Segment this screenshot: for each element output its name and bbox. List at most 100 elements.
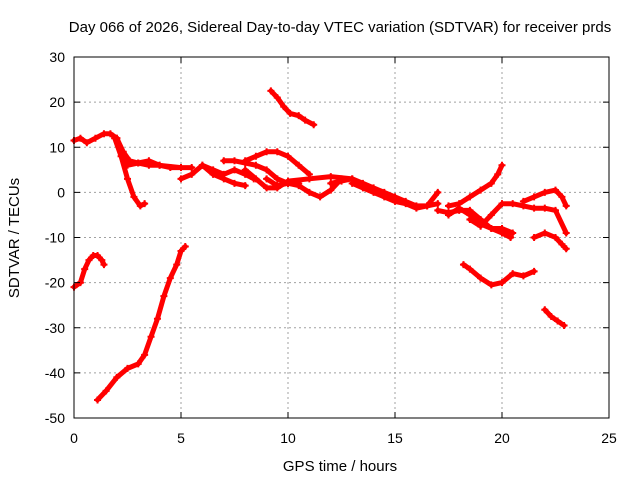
data-point <box>141 351 149 359</box>
data-point <box>487 179 495 187</box>
data-point <box>487 211 495 219</box>
data-point <box>498 224 506 232</box>
data-point <box>177 175 185 183</box>
data-point <box>252 161 260 169</box>
data-point <box>263 184 271 192</box>
data-point <box>273 94 281 102</box>
data-point <box>124 364 131 372</box>
data-point <box>177 164 185 172</box>
data-point <box>130 193 138 201</box>
data-point <box>252 152 260 160</box>
data-point <box>498 200 506 208</box>
y-tick-label: 10 <box>49 139 65 155</box>
y-tick-label: -40 <box>45 365 65 381</box>
data-point <box>305 175 313 183</box>
data-point <box>477 274 485 282</box>
data-point <box>241 166 249 174</box>
data-point <box>412 204 420 212</box>
data-point <box>348 179 356 187</box>
series-track-16 <box>446 162 505 209</box>
series-track-5-points <box>94 243 189 404</box>
data-point <box>455 204 463 212</box>
data-point <box>498 279 506 287</box>
data-point <box>98 256 106 264</box>
data-point <box>434 188 442 196</box>
data-point <box>530 193 538 201</box>
data-point <box>530 234 538 241</box>
data-point <box>338 177 345 185</box>
data-point <box>562 245 570 253</box>
data-point <box>156 161 164 169</box>
data-point <box>263 166 271 174</box>
grid <box>74 57 609 418</box>
plot-frame <box>73 56 610 419</box>
data-point <box>177 247 185 255</box>
data-point <box>280 103 288 111</box>
x-axis-label: GPS time / hours <box>283 458 397 475</box>
data-point <box>231 179 238 187</box>
data-point <box>507 234 515 241</box>
data-point <box>380 193 388 201</box>
data-point <box>519 272 527 280</box>
data-point <box>541 229 549 237</box>
data-point <box>552 234 559 241</box>
x-tick-label: 0 <box>70 430 78 446</box>
data-point <box>530 204 538 212</box>
y-tick-label: -30 <box>45 320 65 336</box>
data-point <box>316 193 324 201</box>
y-tick-label: 0 <box>57 184 65 200</box>
series-track-19-points <box>519 186 570 210</box>
data-point <box>466 215 474 223</box>
data-point <box>124 161 131 169</box>
data-point <box>487 224 495 232</box>
data-point <box>552 186 559 194</box>
data-point <box>509 200 517 208</box>
series-track-16-points <box>445 161 506 210</box>
x-tick-label: 5 <box>177 430 185 446</box>
data-point <box>102 387 110 395</box>
data-point <box>541 188 549 196</box>
data-point <box>91 134 99 142</box>
data-point <box>198 161 206 169</box>
data-point <box>370 188 378 196</box>
data-point <box>136 202 144 210</box>
axis-ticks: 0 5 10 15 20 25 -50 -40 -30 -20 -10 0 10 20 30 <box>45 49 617 446</box>
data-point <box>188 164 196 172</box>
y-tick-label: 30 <box>49 49 65 65</box>
data-point <box>220 157 228 165</box>
data-point <box>547 312 555 320</box>
data-point <box>231 166 238 174</box>
series-track-9-points <box>241 148 313 178</box>
data-point <box>263 175 271 183</box>
data-point <box>295 161 303 169</box>
data-point <box>391 197 399 205</box>
data-point <box>76 134 84 142</box>
x-tick-label: 25 <box>601 430 617 446</box>
data-point <box>562 229 570 237</box>
x-tick-label: 20 <box>494 430 510 446</box>
data-point <box>509 270 517 278</box>
data-point <box>560 321 568 329</box>
data-point <box>509 229 517 237</box>
data-point <box>220 175 228 183</box>
data-point <box>562 202 570 210</box>
y-tick-label: -50 <box>45 410 65 426</box>
series-track-7-points <box>198 161 249 190</box>
x-tick-label: 15 <box>387 430 403 446</box>
data-point <box>327 186 335 194</box>
data-point <box>434 206 442 214</box>
data-point <box>558 193 566 201</box>
data-point <box>94 252 102 260</box>
data-point <box>81 265 89 273</box>
data-point <box>85 256 93 264</box>
data-point <box>423 202 431 210</box>
data-point <box>166 164 174 172</box>
data-point <box>94 396 102 404</box>
series-track-20-points <box>459 261 538 289</box>
data-point <box>327 179 335 187</box>
series-track-14-points <box>348 179 442 212</box>
data-point <box>541 306 549 314</box>
series-track-22-points <box>541 306 568 329</box>
data-point <box>83 139 91 147</box>
data-point <box>519 197 527 205</box>
